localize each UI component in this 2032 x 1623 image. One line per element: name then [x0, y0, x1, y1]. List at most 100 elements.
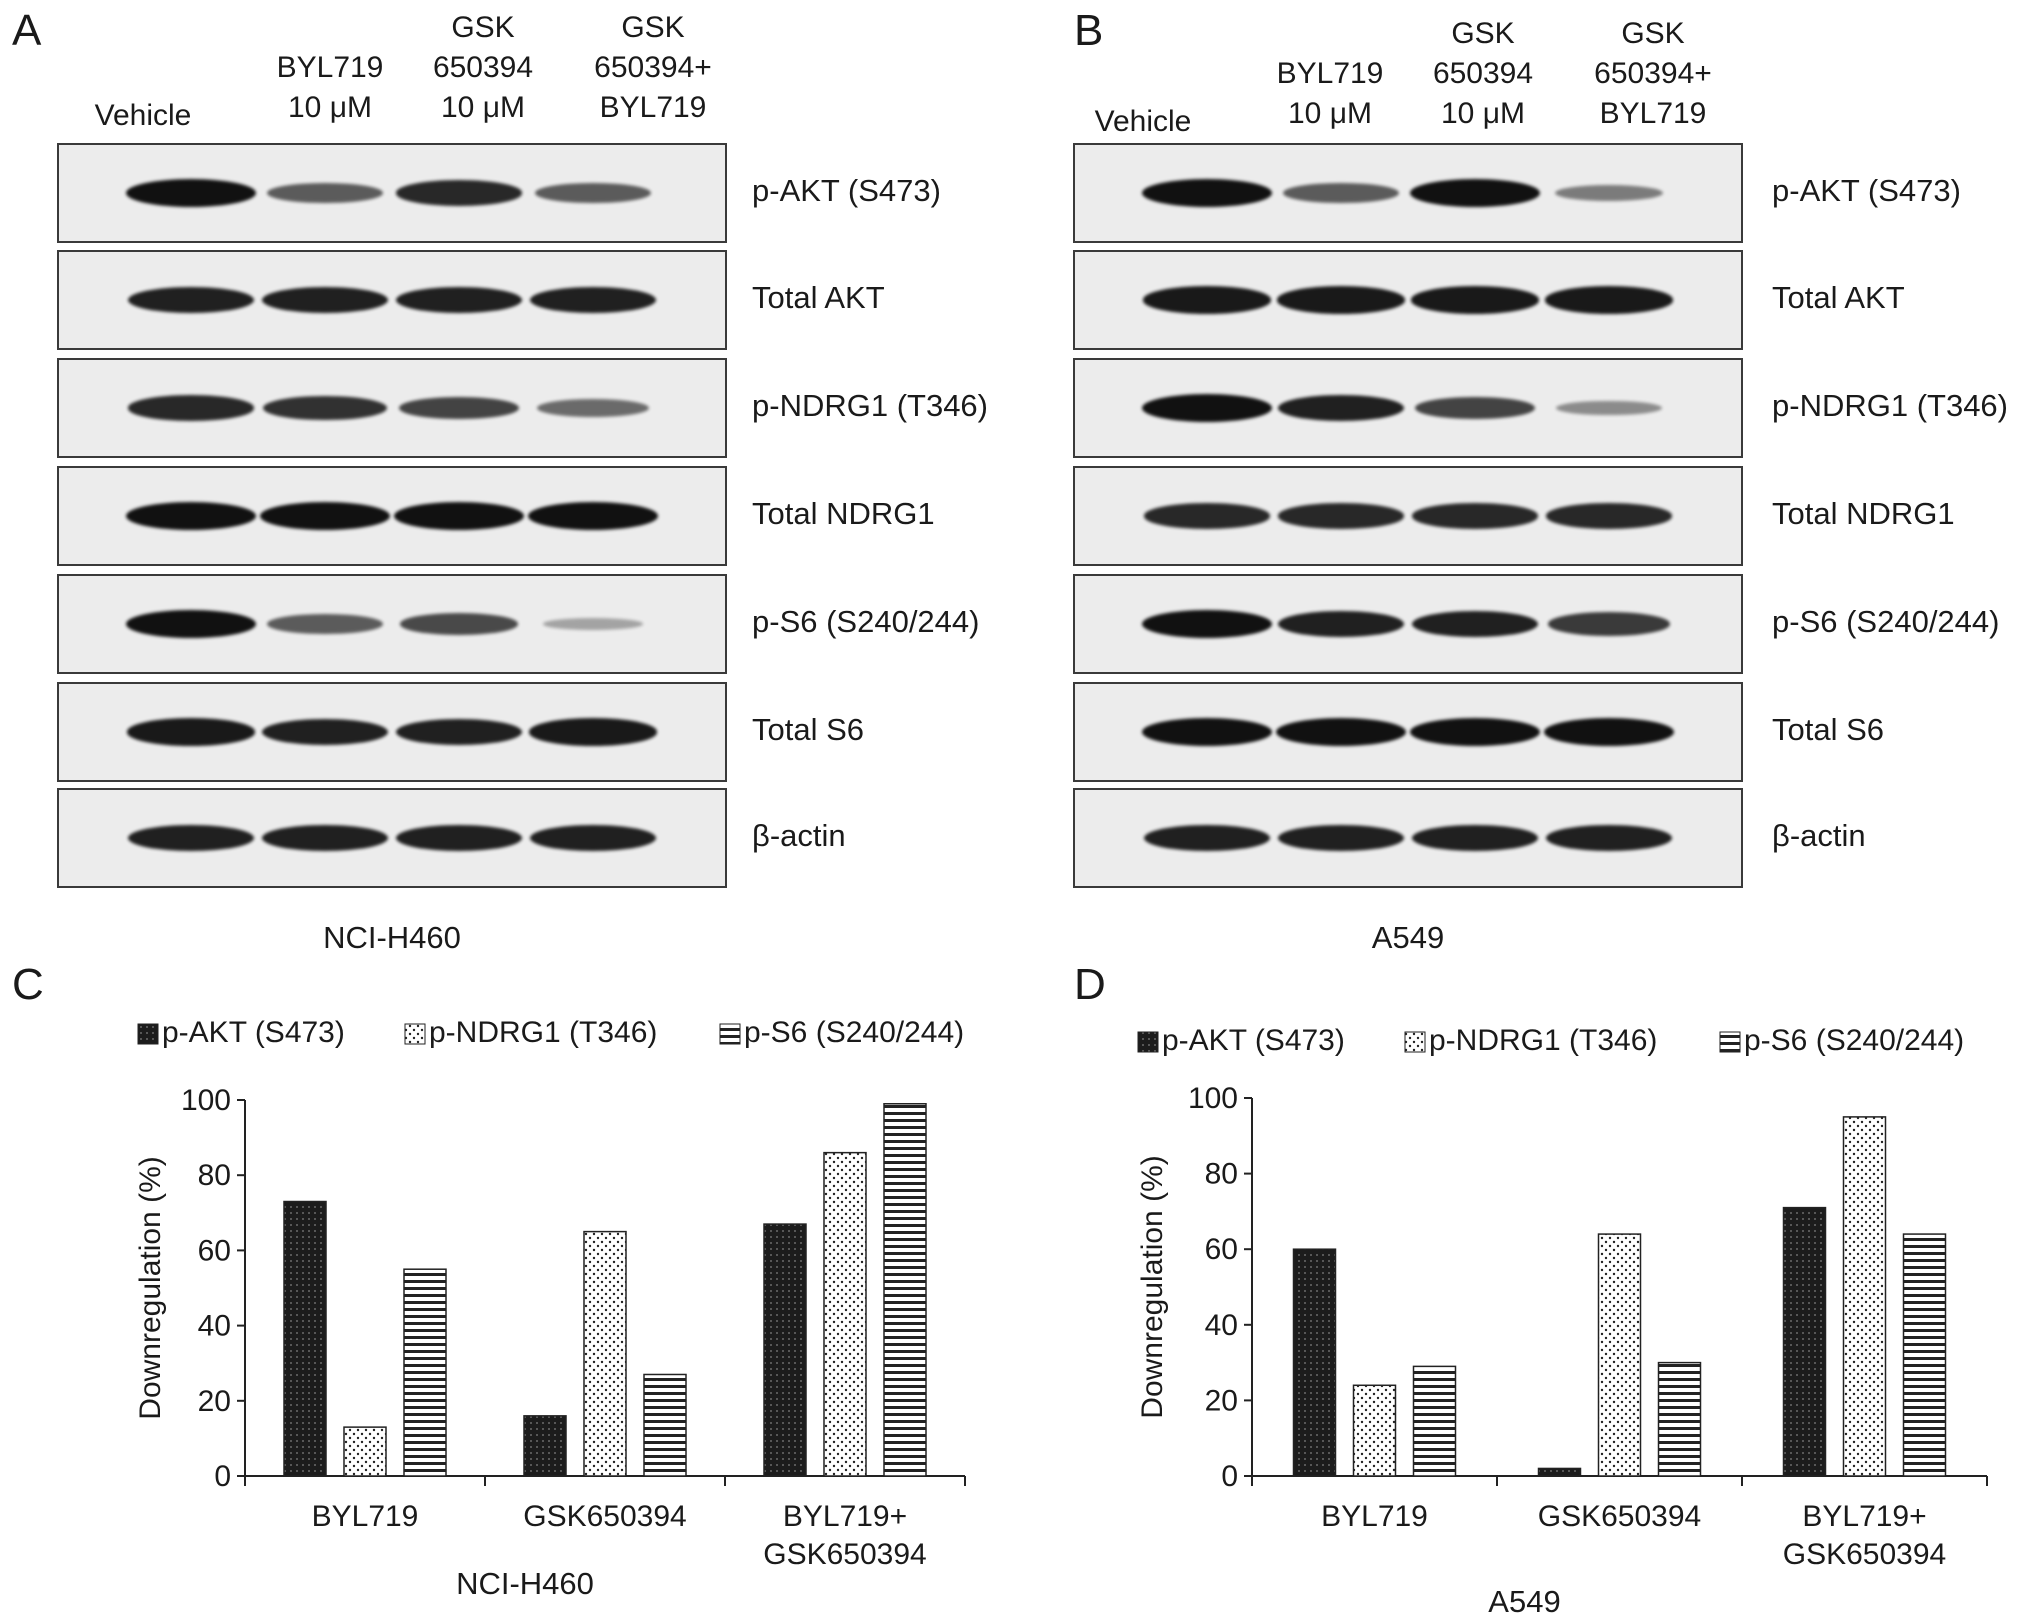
protein-band [1548, 612, 1670, 636]
protein-band [398, 396, 520, 420]
blot-strip [1073, 788, 1743, 888]
protein-band [1556, 400, 1662, 416]
blot-row-label: p-NDRG1 (T346) [1772, 388, 2008, 423]
blot-strip [57, 574, 727, 674]
blot-row-label: Total NDRG1 [752, 496, 935, 531]
blot-strip [57, 788, 727, 888]
bar [1782, 1206, 1827, 1477]
y-tick-label: 100 [181, 1084, 231, 1117]
y-axis-label: Downregulation (%) [134, 1156, 167, 1419]
lane-header: GSK 650394+ BYL719 [594, 11, 712, 124]
blot-strip [1073, 143, 1743, 243]
protein-band [1545, 824, 1673, 852]
protein-band [528, 718, 658, 746]
protein-band [1277, 824, 1405, 852]
y-tick-label: 20 [1205, 1384, 1238, 1417]
x-tick-label: GSK650394 [523, 1500, 686, 1533]
protein-band [1414, 396, 1536, 420]
blot-row-label: Total NDRG1 [1772, 496, 1955, 531]
panel-letter-a: A [12, 6, 42, 55]
blot-strip [57, 250, 727, 350]
lane-header: GSK 650394 10 μM [432, 11, 534, 124]
x-tick-label: BYL719 [1321, 1500, 1428, 1533]
blot-row-label: β-actin [752, 818, 846, 853]
legend-label: p-S6 (S240/244) [744, 1016, 964, 1049]
protein-band [1276, 286, 1406, 314]
protein-band [399, 613, 519, 635]
lane-header: GSK 650394 10 μM [1432, 17, 1534, 130]
protein-band [1277, 610, 1405, 638]
legend-label: p-NDRG1 (T346) [1429, 1024, 1657, 1057]
protein-band [261, 718, 389, 746]
protein-band [260, 502, 390, 530]
lane-header: BYL719 10 μM [1276, 57, 1384, 130]
protein-band [395, 824, 523, 852]
protein-band [1554, 184, 1664, 202]
blot-strip [57, 466, 727, 566]
blot-row-label: p-NDRG1 (T346) [752, 388, 988, 423]
bar [1412, 1365, 1457, 1477]
bar [1352, 1384, 1397, 1477]
bar [1657, 1361, 1702, 1477]
y-tick-label: 60 [1205, 1233, 1238, 1266]
bar [823, 1151, 867, 1477]
blot-row-label: β-actin [1772, 818, 1866, 853]
legend-swatch [719, 1023, 741, 1045]
x-tick-label: BYL719+ GSK650394 [1783, 1500, 1946, 1571]
protein-band [394, 502, 524, 530]
y-tick-label: 0 [1221, 1460, 1238, 1493]
lane-header: BYL719 10 μM [276, 51, 384, 124]
protein-band [263, 395, 387, 421]
y-tick-label: 20 [198, 1385, 231, 1418]
legend-label: p-S6 (S240/244) [1744, 1024, 1964, 1057]
legend-swatch [137, 1023, 159, 1045]
protein-band [126, 718, 256, 746]
legend-swatch [1137, 1031, 1159, 1053]
legend-label: p-AKT (S473) [162, 1016, 345, 1049]
cell-line-label: A549 [1371, 920, 1445, 955]
blot-row-label: Total S6 [1772, 712, 1885, 747]
blot-row-label: Total AKT [752, 280, 885, 315]
bar [1842, 1116, 1887, 1477]
protein-band [1278, 503, 1404, 529]
protein-band [1142, 286, 1272, 314]
legend-label: p-AKT (S473) [1162, 1024, 1345, 1057]
protein-band [261, 286, 389, 314]
bar [583, 1230, 627, 1477]
x-tick-label: GSK650394 [1538, 1500, 1701, 1533]
x-axis-label: NCI-H460 [456, 1566, 594, 1601]
bar [883, 1103, 927, 1477]
protein-band [395, 718, 523, 746]
protein-band [1410, 179, 1540, 207]
y-tick-label: 60 [198, 1234, 231, 1267]
protein-band [267, 183, 383, 203]
y-tick-label: 40 [1205, 1309, 1238, 1342]
protein-band [126, 502, 256, 530]
protein-band [1142, 610, 1272, 638]
protein-band [126, 179, 256, 207]
bar [403, 1268, 447, 1477]
blot-row-label: Total AKT [1772, 280, 1905, 315]
protein-band [529, 824, 657, 852]
legend-swatch [1404, 1031, 1426, 1053]
protein-band [1411, 610, 1539, 638]
protein-band [126, 610, 256, 638]
legend-swatch [404, 1023, 426, 1045]
blot-strip [57, 682, 727, 782]
bar [1597, 1233, 1642, 1477]
x-tick-label: BYL719 [312, 1500, 419, 1533]
protein-band [1411, 824, 1539, 852]
protein-band [1277, 394, 1405, 422]
bar [1902, 1233, 1947, 1477]
protein-band [261, 824, 389, 852]
protein-band [529, 286, 657, 314]
protein-band [535, 183, 651, 203]
protein-band [1283, 183, 1399, 203]
protein-band [536, 398, 650, 418]
protein-band [128, 395, 254, 421]
panel-letter-d: D [1074, 960, 1106, 1009]
protein-band [1144, 503, 1270, 529]
protein-band [396, 180, 522, 206]
bar [643, 1373, 687, 1477]
protein-band [267, 614, 383, 634]
